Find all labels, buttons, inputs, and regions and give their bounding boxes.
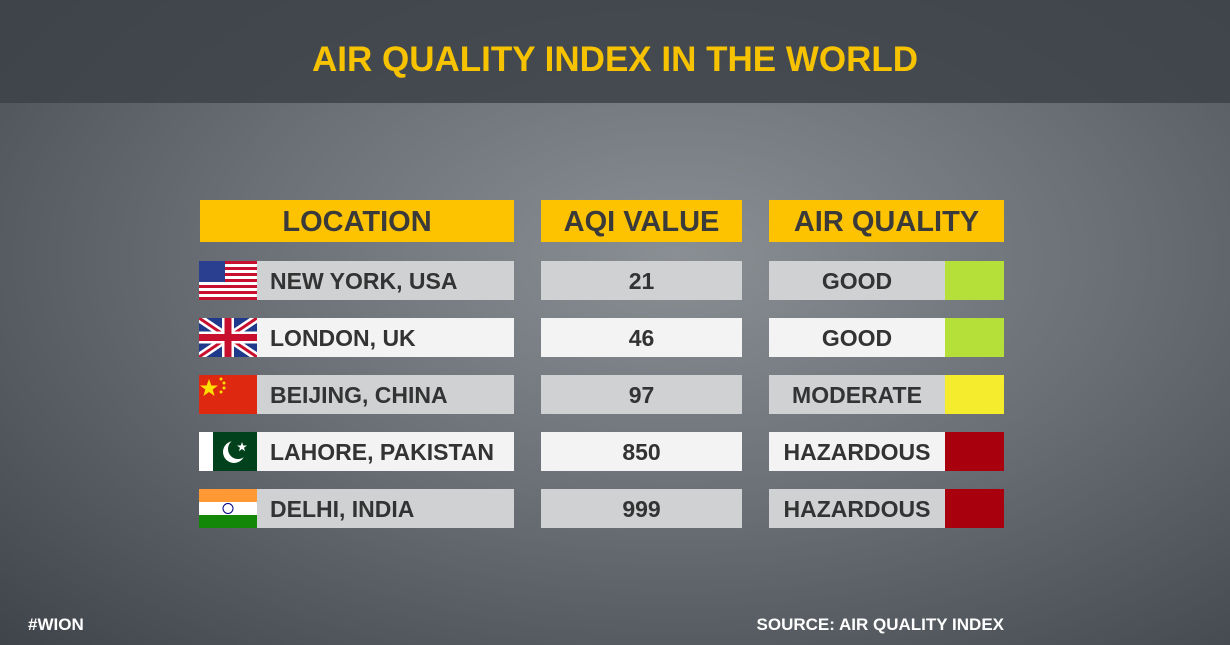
quality-swatch — [945, 261, 1004, 300]
title: AIR QUALITY INDEX IN THE WORLD — [311, 40, 919, 79]
aqi-value: 97 — [541, 375, 742, 414]
column-header: LOCATION — [200, 200, 514, 242]
location: BEIJING, CHINA — [257, 375, 514, 414]
source: SOURCE: AIR QUALITY INDEX — [756, 615, 1004, 634]
location: LONDON, UK — [257, 318, 514, 357]
flag-pakistan — [199, 432, 257, 471]
air-quality: HAZARDOUS — [769, 432, 945, 471]
header-band — [0, 0, 1230, 103]
aqi-value: 46 — [541, 318, 742, 357]
brand-tag: #WION — [28, 615, 84, 634]
air-quality: GOOD — [769, 261, 945, 300]
quality-swatch — [945, 318, 1004, 357]
flag-uk — [199, 318, 257, 357]
aqi-value: 999 — [541, 489, 742, 528]
aqi-value: 850 — [541, 432, 742, 471]
flag-india — [199, 489, 257, 528]
location: DELHI, INDIA — [257, 489, 514, 528]
column-header: AIR QUALITY — [769, 200, 1004, 242]
quality-swatch — [945, 489, 1004, 528]
air-quality: HAZARDOUS — [769, 489, 945, 528]
quality-swatch — [945, 375, 1004, 414]
quality-swatch — [945, 432, 1004, 471]
location: LAHORE, PAKISTAN — [257, 432, 514, 471]
aqi-value: 21 — [541, 261, 742, 300]
air-quality: MODERATE — [769, 375, 945, 414]
flag-china — [199, 375, 257, 414]
flag-usa — [199, 261, 257, 300]
location: NEW YORK, USA — [257, 261, 514, 300]
air-quality: GOOD — [769, 318, 945, 357]
column-header: AQI VALUE — [541, 200, 742, 242]
